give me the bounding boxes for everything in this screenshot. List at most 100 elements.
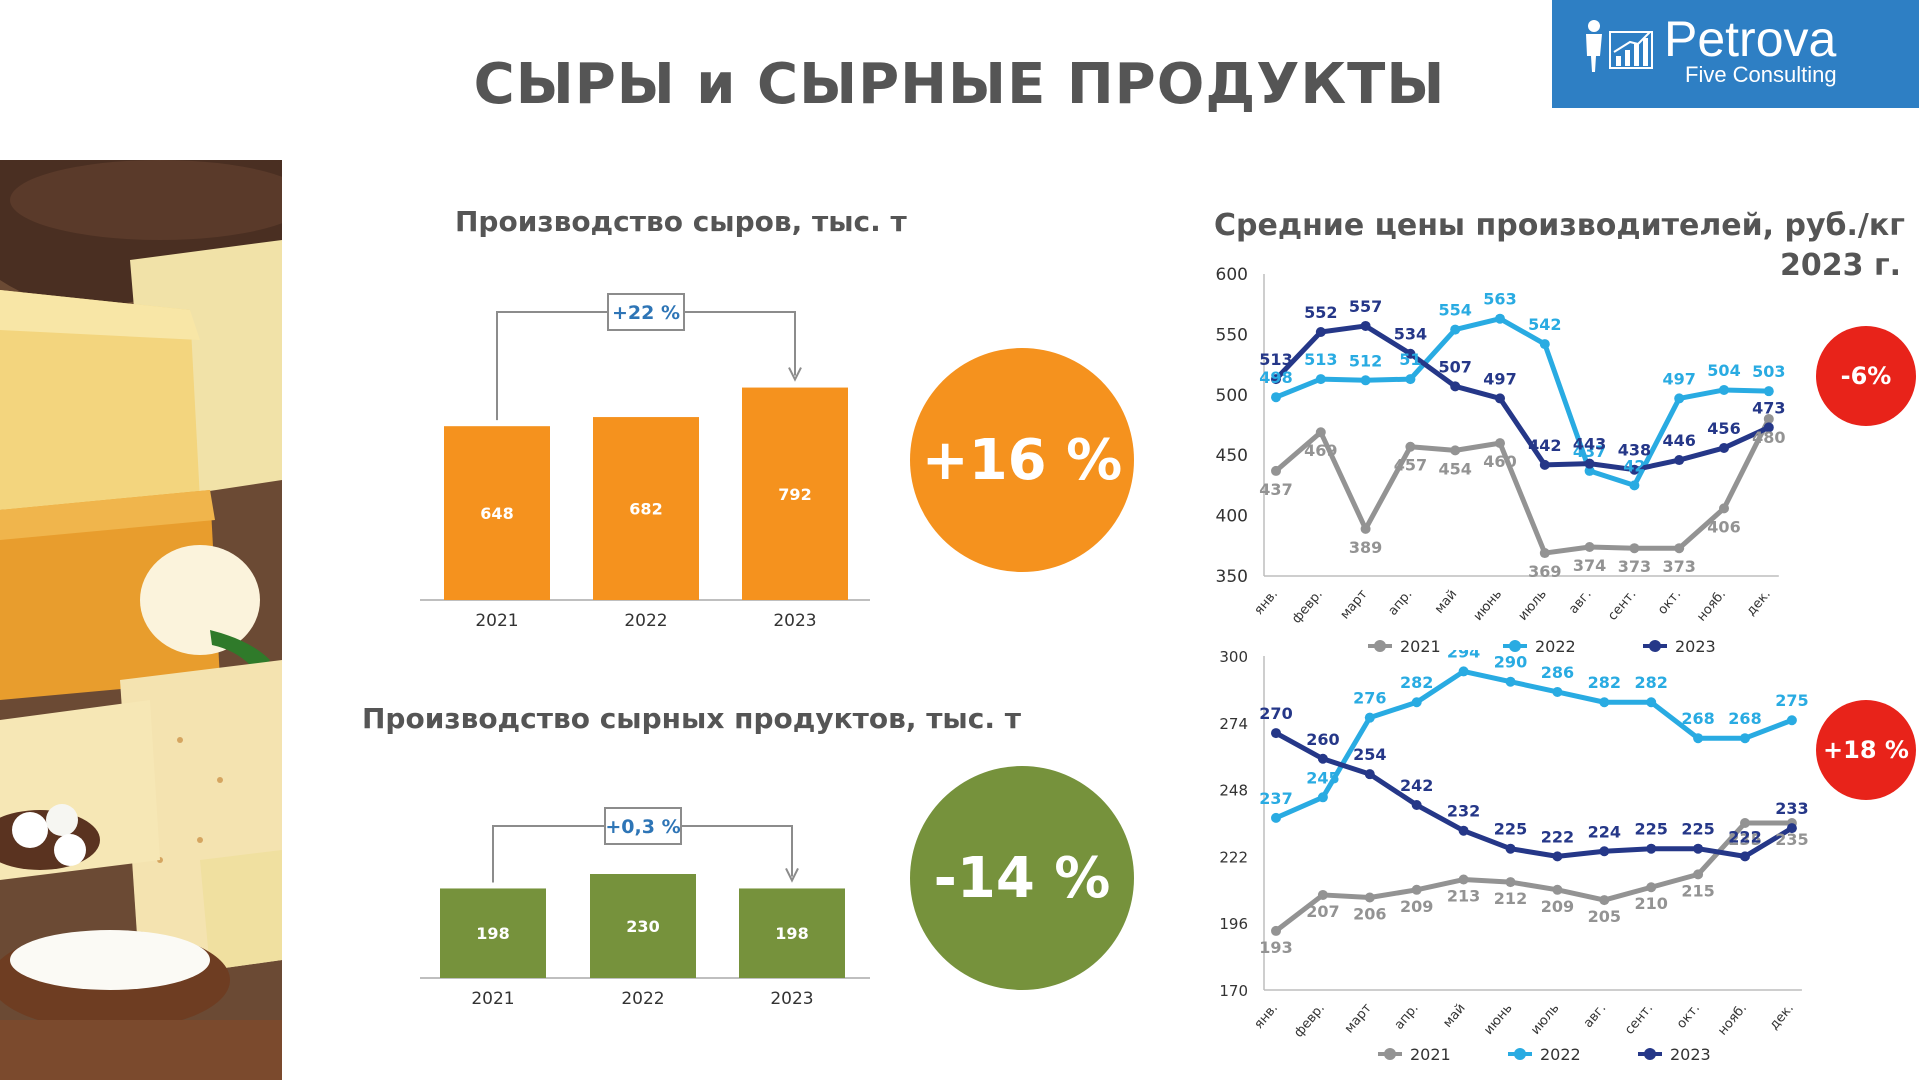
cheese-photo	[0, 160, 282, 1080]
cheese-change-box	[607, 293, 685, 331]
product-prices-data-label-2023: 254	[1353, 745, 1386, 764]
prices-data-label-2023: 513	[1259, 350, 1292, 369]
prices-point-2022	[1450, 324, 1461, 335]
prices-data-label-2021: 406	[1707, 517, 1740, 536]
product-prices-y-tick: 274	[1219, 715, 1248, 733]
prices-data-label-2023: 473	[1752, 398, 1785, 417]
prices-x-tick: июнь	[1471, 587, 1505, 624]
prices-series-2021	[1274, 417, 1772, 556]
product-prices-y-tick: 170	[1219, 982, 1248, 1000]
product-prices-data-label-2021: 235	[1728, 830, 1761, 849]
cheese-change-label: +22 %	[612, 302, 680, 324]
logo-subtitle: Five Consulting	[1685, 62, 1837, 87]
prices-year: 2023 г.	[1780, 248, 1902, 283]
prices-data-label-2023: 438	[1618, 441, 1651, 460]
products-category-label: 2023	[770, 989, 813, 1009]
product-prices-data-label-2023: 225	[1634, 820, 1667, 839]
prices-x-tick: дек.	[1744, 587, 1774, 619]
product-prices-legend-label-2022: 2022	[1540, 1045, 1581, 1064]
product-prices-point-2022	[1317, 792, 1328, 803]
cheese-product-price-badge: +18 %	[1816, 700, 1916, 800]
prices-point-2022	[1315, 374, 1326, 385]
product-prices-point-2023	[1646, 843, 1657, 854]
product-prices-point-2022	[1552, 686, 1563, 697]
product-prices-point-2023	[1505, 843, 1516, 854]
product-prices-y-tick: 300	[1219, 650, 1248, 666]
product-prices-data-label-2023: 222	[1728, 827, 1761, 846]
prices-data-label-2023: 497	[1483, 369, 1516, 388]
product-prices-data-label-2022: 282	[1588, 673, 1621, 692]
product-prices-point-2021	[1505, 877, 1516, 888]
prices-data-label-2022: 437	[1573, 442, 1606, 461]
cheese-production-title: Производство сыров, тыс. т	[455, 205, 907, 238]
prices-point-2023	[1315, 326, 1326, 337]
prices-legend-label-2021: 2021	[1400, 637, 1441, 656]
cheese-value-label: 682	[629, 500, 662, 519]
prices-data-label-2023: 456	[1707, 419, 1740, 438]
product-prices-data-label-2022: 286	[1541, 663, 1574, 682]
products-bar-2023	[739, 888, 845, 978]
product-prices-data-label-2023: 225	[1681, 820, 1714, 839]
products-bar-2021	[440, 888, 546, 978]
product-prices-data-label-2021: 209	[1541, 897, 1574, 916]
cheese-change-circle: +16 %	[910, 348, 1134, 572]
prices-point-2023	[1763, 422, 1774, 433]
prices-data-label-2023: 507	[1438, 357, 1471, 376]
prices-data-label-2022: 563	[1483, 290, 1516, 309]
cheese-products-chart: 198 2021 230 2022 198 2023 +0,3 %	[420, 807, 870, 1009]
logo-name: Petrova	[1664, 11, 1837, 67]
prices-y-tick: 550	[1216, 325, 1248, 345]
product-prices-data-label-2021: 212	[1494, 889, 1527, 908]
prices-x-tick: март	[1338, 587, 1371, 623]
prices-point-2022	[1539, 339, 1550, 350]
prices-point-2021	[1719, 503, 1729, 514]
prices-point-2022	[1584, 465, 1595, 476]
product-prices-point-2021	[1693, 869, 1704, 880]
product-prices-point-2022	[1740, 733, 1750, 744]
product-prices-data-label-2021: 205	[1588, 907, 1621, 926]
product-prices-data-label-2023: 232	[1447, 802, 1480, 821]
prices-point-2021	[1450, 445, 1461, 456]
product-prices-data-label-2021: 207	[1306, 902, 1339, 921]
products-category-label: 2021	[471, 989, 514, 1009]
prices-point-2023	[1405, 348, 1416, 359]
prices-data-label-2023: 446	[1662, 431, 1695, 450]
products-category-label: 2022	[621, 989, 664, 1009]
product-prices-data-label-2021: 193	[1259, 938, 1292, 957]
product-prices-point-2023	[1411, 800, 1422, 811]
product-prices-series-2023	[1274, 730, 1794, 859]
cheese-production-chart: 648 2021 682 2022 792 2023 +22 %	[420, 293, 870, 631]
prices-point-2022	[1405, 374, 1416, 385]
prices-point-2021	[1315, 427, 1326, 438]
prices-data-label-2021: 437	[1259, 480, 1292, 499]
product-prices-point-2021	[1317, 889, 1328, 900]
products-change-box	[604, 807, 682, 845]
prices-point-2023	[1539, 459, 1550, 470]
prices-data-label-2023: 442	[1528, 436, 1561, 455]
prices-data-label-2022: 498	[1259, 368, 1292, 387]
product-prices-data-label-2023: 225	[1494, 820, 1527, 839]
prices-data-label-2021: 389	[1349, 538, 1382, 557]
product-prices-point-2021	[1740, 818, 1750, 828]
prices-point-2023	[1495, 393, 1505, 404]
prices-data-label-2021: 469	[1304, 441, 1337, 460]
prices-point-2021	[1360, 523, 1371, 534]
prices-data-label-2022: 542	[1528, 315, 1561, 334]
products-change-arrow	[785, 868, 799, 883]
product-prices-x-tick: июнь	[1481, 1001, 1515, 1038]
prices-x-tick: окт.	[1655, 587, 1684, 618]
prices-x-tick: янв.	[1251, 587, 1281, 618]
product-prices-data-label-2023: 260	[1306, 730, 1339, 749]
prices-point-2021	[1629, 543, 1640, 554]
product-prices-point-2022	[1693, 733, 1704, 744]
prices-data-label-2021: 460	[1483, 452, 1516, 471]
product-prices-series-2022	[1274, 668, 1793, 821]
prices-point-2021	[1674, 543, 1685, 554]
product-prices-legend-label-2021: 2021	[1410, 1045, 1451, 1064]
cheese-products-title: Производство сырных продуктов, тыс. т	[362, 702, 1021, 735]
prices-y-tick: 350	[1216, 567, 1248, 587]
products-value-label: 230	[626, 917, 659, 936]
prices-x-tick: авг.	[1566, 587, 1595, 617]
prices-data-label-2021: 374	[1573, 556, 1606, 575]
prices-point-2021	[1539, 548, 1550, 559]
